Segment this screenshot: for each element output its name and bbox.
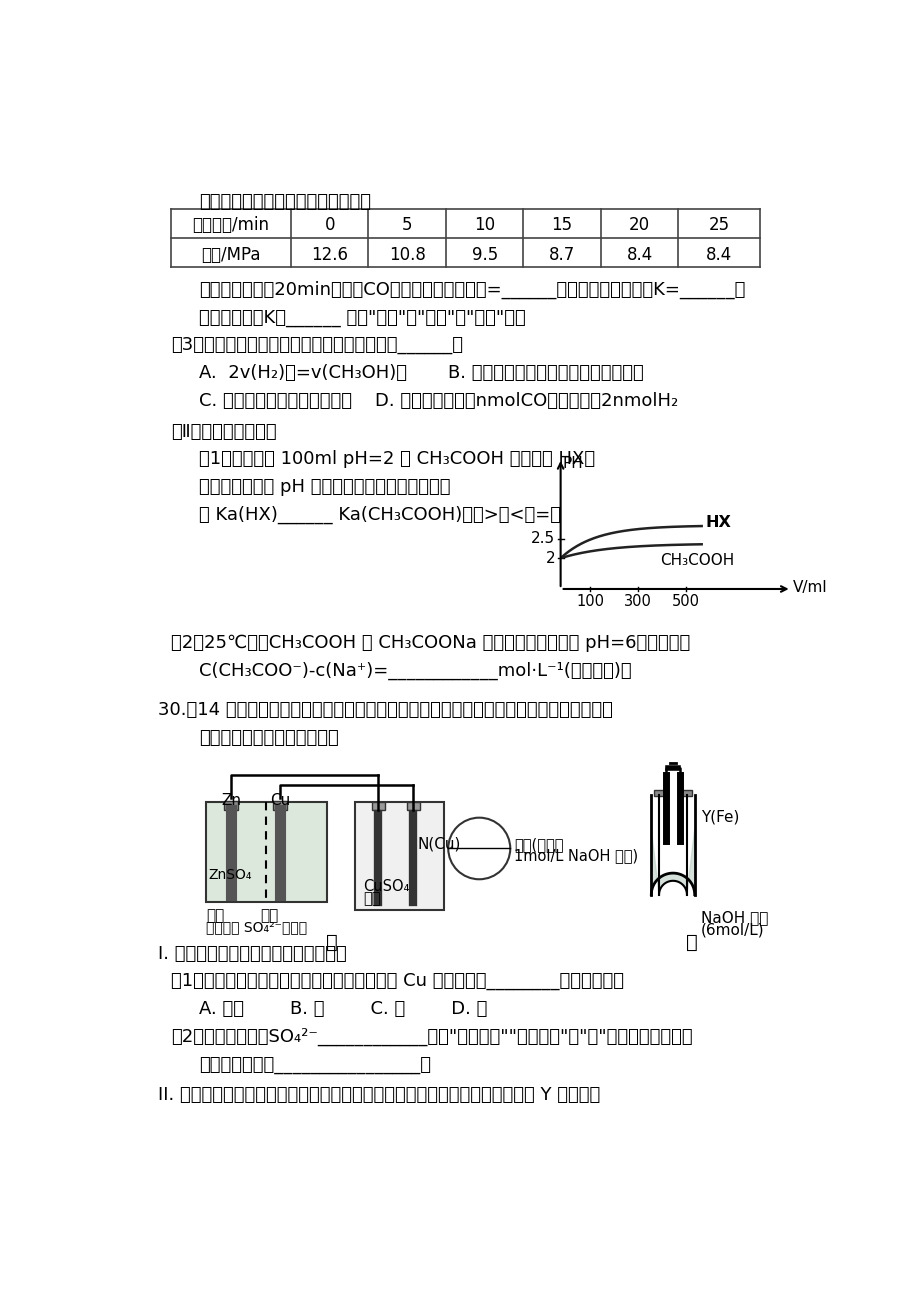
- Text: (6mol/L): (6mol/L): [700, 922, 764, 937]
- Bar: [224, 801, 238, 810]
- Text: Cu: Cu: [269, 793, 289, 809]
- Text: 30.（14 分）为了探究原电池和电解池的工作原理，某研究性学习小组分别用下图所示的装: 30.（14 分）为了探究原电池和电解池的工作原理，某研究性学习小组分别用下图所…: [157, 702, 612, 720]
- Text: 反应时间/min: 反应时间/min: [192, 216, 269, 234]
- Text: C(CH₃COO⁻)-c(Na⁺)=____________mol·L⁻¹(填精确值)。: C(CH₃COO⁻)-c(Na⁺)=____________mol·L⁻¹(填精…: [199, 661, 630, 680]
- Text: 8.4: 8.4: [705, 246, 732, 263]
- Text: 500: 500: [672, 595, 699, 609]
- Polygon shape: [651, 829, 694, 894]
- Bar: [273, 801, 287, 810]
- Text: 溶液: 溶液: [363, 891, 380, 906]
- Text: 2: 2: [545, 551, 554, 565]
- Bar: [653, 790, 666, 796]
- Text: 压力计监测容器内压强的变化如下：: 压力计监测容器内压强的变化如下：: [199, 193, 370, 211]
- Text: CuSO₄: CuSO₄: [363, 879, 409, 894]
- Text: 8.4: 8.4: [626, 246, 652, 263]
- Text: 10.8: 10.8: [389, 246, 425, 263]
- Text: HX: HX: [705, 514, 731, 530]
- Text: B. 容器内气体的平均摩尔质量保持不变: B. 容器内气体的平均摩尔质量保持不变: [448, 365, 643, 383]
- Text: （1）在保证电极反应不变的情况下，不能替代 Cu 作电极的是________（填序号）。: （1）在保证电极反应不变的情况下，不能替代 Cu 作电极的是________（填…: [171, 973, 623, 991]
- Text: V/ml: V/ml: [792, 579, 827, 595]
- Text: （3）下列描述中能说明上述反应已达平衡的是______；: （3）下列描述中能说明上述反应已达平衡的是______；: [171, 336, 462, 354]
- Text: 1mol/L NaOH 溶液): 1mol/L NaOH 溶液): [514, 849, 638, 863]
- Text: 滤纸(滴加了: 滤纸(滴加了: [514, 837, 563, 852]
- Bar: [407, 802, 419, 810]
- Text: 乙: 乙: [686, 934, 698, 952]
- Text: 加水稀释过程中 pH 与溶液体积的关系如图所示，: 加水稀释过程中 pH 与溶液体积的关系如图所示，: [199, 478, 449, 496]
- Text: 甲: 甲: [325, 934, 337, 952]
- Text: 300: 300: [623, 595, 652, 609]
- Text: 8.7: 8.7: [549, 246, 574, 263]
- Text: C. 容器中气体的压强保持不变    D. 单位时间内生成nmolCO的同时生成2nmolH₂: C. 容器中气体的压强保持不变 D. 单位时间内生成nmolCO的同时生成2nm…: [199, 392, 677, 410]
- Text: ZnSO₄: ZnSO₄: [209, 867, 252, 881]
- Text: N(Cu): N(Cu): [417, 837, 460, 852]
- Text: Y(Fe): Y(Fe): [700, 810, 739, 825]
- Text: Zn: Zn: [221, 793, 241, 809]
- Text: 15: 15: [551, 216, 573, 234]
- Text: CH₃COOH: CH₃COOH: [659, 553, 733, 568]
- Text: （2）25℃时，CH₃COOH 与 CH₃COONa 的混合溶液，若测得 pH=6，则溶液中: （2）25℃时，CH₃COOH 与 CH₃COONa 的混合溶液，若测得 pH=…: [171, 634, 689, 651]
- Text: 25: 25: [708, 216, 729, 234]
- Text: 10: 10: [473, 216, 494, 234]
- Text: 溶液: 溶液: [206, 909, 224, 923]
- Text: NaOH 溶液: NaOH 溶液: [700, 910, 767, 924]
- Text: 则从反应开始到20min时，以CO表示的平均反应速率=______，该温度下平衡常数K=______，: 则从反应开始到20min时，以CO表示的平均反应速率=______，该温度下平衡…: [199, 281, 744, 299]
- Text: 20: 20: [629, 216, 650, 234]
- Text: 若升高温度则K值______ （填"增大"、"减小"或"不变"）；: 若升高温度则K值______ （填"增大"、"减小"或"不变"）；: [199, 309, 525, 327]
- Bar: [206, 802, 326, 902]
- Text: 则 Ka(HX)______ Ka(CH₃COOH)（填>、<或=）: 则 Ka(HX)______ Ka(CH₃COOH)（填>、<或=）: [199, 505, 560, 525]
- Text: II. 该小组同学用图乙所示装置进行第二组实验时发现，两极均有气体产生，且 Y 极溶液逐: II. 该小组同学用图乙所示装置进行第二组实验时发现，两极均有气体产生，且 Y …: [157, 1086, 599, 1104]
- Text: （只允许 SO₄²⁻通过）: （只允许 SO₄²⁻通过）: [206, 921, 307, 934]
- Text: 5: 5: [402, 216, 412, 234]
- Text: 观察到的现象有________________。: 观察到的现象有________________。: [199, 1056, 430, 1074]
- Bar: [678, 790, 691, 796]
- Text: 置进行实验。据图回答问题。: 置进行实验。据图回答问题。: [199, 729, 338, 747]
- Text: 9.5: 9.5: [471, 246, 497, 263]
- Text: 0: 0: [324, 216, 335, 234]
- Text: A. 石墨        B. 镁        C. 银        D. 铂: A. 石墨 B. 镁 C. 银 D. 铂: [199, 1000, 486, 1018]
- Text: 压强/MPa: 压强/MPa: [201, 246, 260, 263]
- Text: 12.6: 12.6: [311, 246, 347, 263]
- Bar: [355, 802, 444, 910]
- Text: I. 用图甲所示装置进行第一组实验时：: I. 用图甲所示装置进行第一组实验时：: [157, 945, 346, 962]
- Text: 100: 100: [575, 595, 604, 609]
- Bar: [372, 802, 384, 810]
- Text: 隔膜: 隔膜: [260, 909, 278, 923]
- Text: 2.5: 2.5: [530, 531, 554, 547]
- Text: A.  2v(H₂)正=v(CH₃OH)逆: A. 2v(H₂)正=v(CH₃OH)逆: [199, 365, 406, 383]
- Text: （1）体积均为 100ml pH=2 的 CH₃COOH 与一元酸 HX，: （1）体积均为 100ml pH=2 的 CH₃COOH 与一元酸 HX，: [199, 450, 595, 469]
- Text: PH: PH: [562, 456, 583, 471]
- Text: （Ⅱ）回答下列问题：: （Ⅱ）回答下列问题：: [171, 423, 276, 440]
- Text: （2）实验过程中，SO₄²⁻____________（填"从左向右""从右向左"或"不"）移动；滤纸上能: （2）实验过程中，SO₄²⁻____________（填"从左向右""从右向左"…: [171, 1027, 692, 1046]
